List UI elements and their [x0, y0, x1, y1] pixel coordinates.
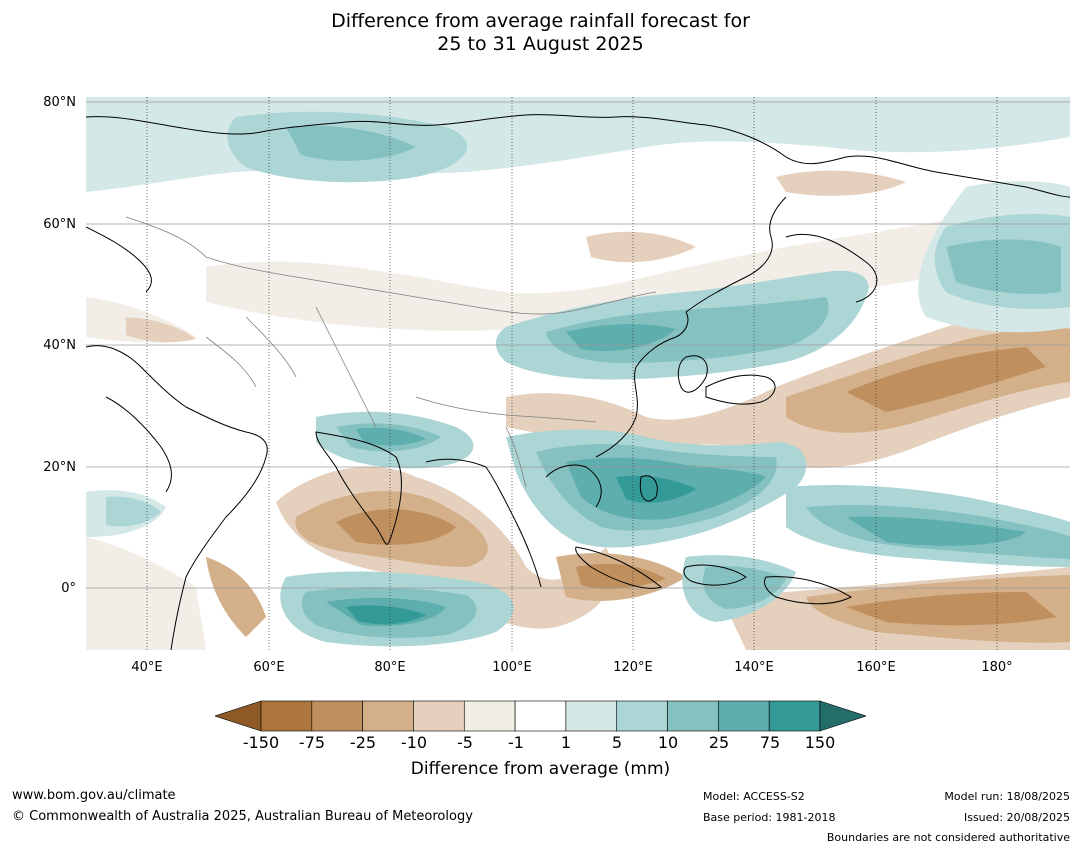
lon-label-140e: 140°E	[734, 660, 774, 675]
colorbar-bin	[463, 700, 516, 732]
colorbar	[214, 700, 867, 732]
title-line-2: 25 to 31 August 2025	[437, 33, 644, 55]
colorbar-tick-6: -1	[508, 733, 524, 752]
lon-label-100e: 100°E	[492, 660, 532, 675]
colorbar-bin	[311, 700, 363, 732]
map-title: Difference from average rainfall forecas…	[0, 10, 1081, 56]
colorbar-above-max-arrow	[819, 700, 867, 732]
model-text: Model: ACCESS-S2	[703, 790, 805, 803]
colorbar-tick-8: 5	[611, 733, 623, 752]
lon-label-160e: 160°E	[856, 660, 896, 675]
copyright-text: © Commonwealth of Australia 2025, Austra…	[12, 809, 473, 824]
coastlines	[86, 114, 1070, 650]
lon-label-40e: 40°E	[131, 660, 163, 675]
lon-label-80e: 80°E	[374, 660, 406, 675]
colorbar-tick-2: -75	[298, 733, 326, 752]
lat-label-20n: 20°N	[43, 460, 76, 475]
colorbar-bin	[616, 700, 668, 732]
colorbar-below-min-arrow	[214, 700, 262, 732]
title-line-1: Difference from average rainfall forecas…	[331, 10, 750, 32]
colorbar-tick-7: 1	[560, 733, 572, 752]
rainfall-map[interactable]	[86, 97, 1070, 650]
colorbar-bins	[260, 700, 821, 732]
colorbar-tick-4: -10	[400, 733, 428, 752]
disclaimer-text: Boundaries are not considered authoritat…	[826, 831, 1070, 844]
map-svg	[86, 97, 1070, 650]
lon-label-60e: 60°E	[253, 660, 285, 675]
colorbar-bin	[514, 700, 567, 732]
lat-label-60n: 60°N	[43, 217, 76, 232]
base-period-text: Base period: 1981-2018	[703, 811, 836, 824]
lat-label-80n: 80°N	[43, 95, 76, 110]
colorbar-bin	[718, 700, 770, 732]
colorbar-bin	[768, 700, 821, 732]
colorbar-tick-11: 75	[759, 733, 781, 752]
colorbar-svg	[214, 700, 867, 732]
lat-label-40n: 40°N	[43, 338, 76, 353]
wet-anomaly-regions	[86, 97, 1070, 647]
colorbar-tick-1: -150	[242, 733, 280, 752]
colorbar-tick-12: 150	[804, 733, 836, 752]
lat-label-0: 0°	[61, 581, 76, 596]
colorbar-tick-3: -25	[349, 733, 377, 752]
issued-text: Issued: 20/08/2025	[963, 811, 1070, 824]
model-run-text: Model run: 18/08/2025	[944, 790, 1070, 803]
colorbar-bin	[260, 700, 313, 732]
colorbar-title: Difference from average (mm)	[410, 759, 671, 779]
colorbar-bin	[565, 700, 618, 732]
colorbar-bin	[362, 700, 414, 732]
website-text[interactable]: www.bom.gov.au/climate	[12, 788, 176, 803]
lon-label-120e: 120°E	[613, 660, 653, 675]
colorbar-tick-10: 25	[708, 733, 730, 752]
colorbar-tick-5: -5	[457, 733, 473, 752]
country-boundaries	[125, 216, 657, 488]
lon-label-180: 180°	[981, 660, 1013, 675]
colorbar-bin	[667, 700, 719, 732]
colorbar-bin	[413, 700, 465, 732]
gridlines	[86, 101, 1070, 589]
colorbar-tick-9: 10	[657, 733, 679, 752]
